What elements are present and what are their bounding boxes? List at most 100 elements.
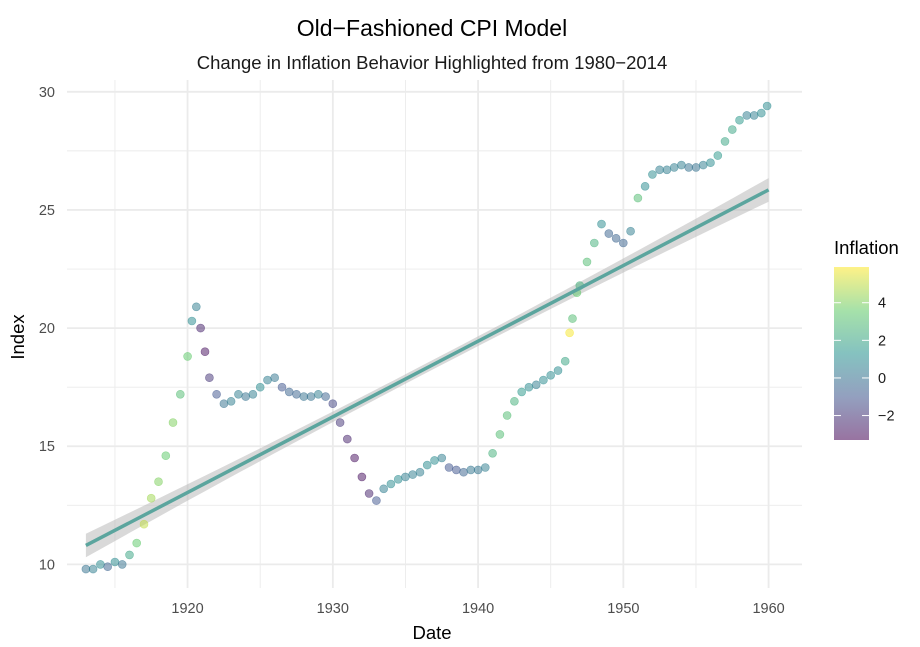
data-point [762,101,772,111]
data-point [234,389,243,399]
data-point [466,465,476,475]
data-point [626,226,635,236]
data-point [560,356,570,366]
data-point [727,125,737,134]
x-axis-ticks: 1920 1930 1940 1950 1960 [171,601,784,617]
data-points [81,101,772,574]
data-point [565,328,574,338]
legend-colorbar [834,267,869,440]
data-point [132,538,141,548]
trend-line-group [85,188,770,548]
data-point [677,160,686,170]
data-point [372,496,381,505]
legend-ticks: −2 0 2 4 [834,296,895,425]
data-point [292,389,301,399]
data-point [524,382,534,392]
data-point [735,115,744,125]
data-point [321,392,330,401]
data-point [720,137,730,146]
x-tick-label: 1950 [607,601,639,617]
data-point [633,193,643,203]
data-point [241,392,250,401]
chart-subtitle: Change in Inflation Behavior Highlighted… [197,52,668,73]
data-point [401,472,410,482]
data-point [531,380,541,390]
data-point [655,165,664,175]
data-point [546,370,556,380]
data-point [284,387,294,397]
data-point [161,451,171,461]
data-point [480,463,490,472]
data-point [749,111,759,120]
data-point [713,151,723,160]
data-point [335,418,345,427]
data-point [219,399,229,409]
data-point [684,163,694,172]
legend: Inflation −2 0 2 4 [834,237,899,440]
data-point [168,418,178,427]
data-point [611,234,621,243]
data-point [422,460,432,470]
x-axis-title: Date [412,622,451,643]
data-point [459,467,468,477]
data-point [196,323,205,333]
data-point [640,182,650,191]
data-point [255,382,265,392]
legend-tick-label: 4 [878,296,886,312]
data-point [698,160,708,170]
legend-tick-label: −2 [878,409,895,425]
data-point [437,453,447,463]
data-point [517,387,527,397]
trend-line [85,188,770,548]
y-tick-label: 20 [39,321,55,337]
data-point [350,453,359,463]
x-tick-label: 1960 [752,601,784,617]
data-point [226,396,236,406]
legend-title: Inflation [834,237,899,258]
data-point [139,519,149,529]
data-point [248,389,258,399]
data-point [192,302,201,312]
y-tick-label: 25 [39,203,55,219]
data-point [393,474,403,484]
data-point [263,375,272,385]
data-point [691,163,701,172]
data-point [553,366,563,375]
data-point [212,389,221,399]
gridlines [67,80,802,588]
data-point [669,163,679,172]
data-point [618,238,628,248]
data-point [357,472,367,482]
data-point [154,477,163,487]
data-point [568,314,577,323]
data-point [386,479,396,489]
data-point [88,564,98,574]
data-point [706,158,715,167]
data-point [502,411,512,420]
data-point [510,396,519,406]
data-point [756,108,766,118]
y-tick-label: 10 [39,557,55,573]
data-point [539,375,548,385]
y-tick-label: 30 [39,85,55,101]
legend-tick-label: 2 [878,333,886,349]
data-point [415,467,425,477]
data-point [473,465,483,475]
data-point [110,557,120,567]
chart-title: Old−Fashioned CPI Model [297,15,567,41]
data-point [277,382,287,392]
data-point [742,111,752,120]
data-point [125,550,134,560]
y-tick-label: 15 [39,439,55,455]
x-tick-label: 1930 [317,601,349,617]
data-point [205,373,214,383]
data-point [408,470,418,479]
data-point [313,389,323,399]
data-point [451,465,461,475]
data-point [103,562,112,572]
data-point [597,219,606,229]
data-point [81,564,91,574]
y-axis-ticks: 10 15 20 25 30 [39,85,55,574]
data-point [96,560,105,569]
